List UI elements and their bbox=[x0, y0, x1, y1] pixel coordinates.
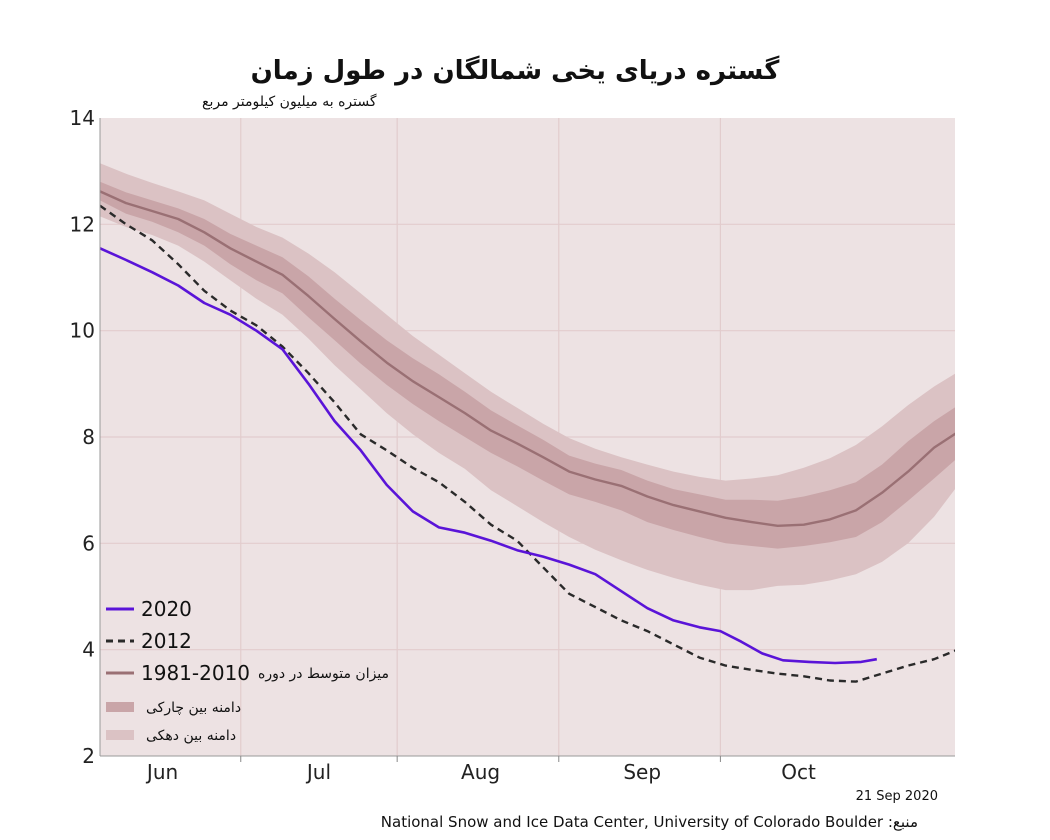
legend-label: 1981-2010 bbox=[141, 661, 250, 685]
y-tick-label: 6 bbox=[82, 531, 95, 555]
legend-swatch bbox=[106, 702, 134, 712]
y-axis-label: گستره به میلیون کیلومتر مربع bbox=[202, 93, 377, 110]
x-tick-label: Oct bbox=[781, 760, 816, 784]
band-area bbox=[100, 181, 955, 549]
legend-extra-label: میزان متوسط در دوره bbox=[258, 666, 389, 682]
legend: 2020 2012 1981-2010 میزان متوسط در دوره دامن… bbox=[106, 597, 389, 744]
series-line-2020 bbox=[100, 247, 878, 665]
chart-title: گستره دریای یخی شمالگان در طول زمان bbox=[251, 55, 781, 86]
y-tick-label: 4 bbox=[82, 638, 95, 662]
axes: 2 4 6 8 10 12 14 Jun Jul Aug Sep Oct bbox=[70, 106, 955, 784]
source-note: National Snow and Ice Data Center, Unive… bbox=[381, 813, 918, 831]
legend-label: دامنه بین دهکی bbox=[146, 728, 236, 744]
y-tick-label: 8 bbox=[82, 425, 95, 449]
y-tick-label: 10 bbox=[70, 319, 95, 343]
x-tick-label: Jul bbox=[305, 760, 331, 784]
date-note: 21 Sep 2020 bbox=[856, 789, 938, 804]
legend-label: 2012 bbox=[141, 629, 192, 653]
x-tick-label: Jun bbox=[145, 760, 178, 784]
series-lines bbox=[100, 190, 955, 683]
x-tick-label: Sep bbox=[623, 760, 661, 784]
bands bbox=[100, 163, 955, 591]
series-line-2012 bbox=[100, 204, 955, 683]
x-tick-label: Aug bbox=[461, 760, 500, 784]
band-area bbox=[100, 163, 955, 591]
legend-swatch bbox=[106, 730, 134, 740]
series-line-1981-2010 bbox=[100, 190, 955, 527]
legend-label: 2020 bbox=[141, 597, 192, 621]
y-tick-label: 14 bbox=[70, 106, 95, 130]
y-tick-label: 12 bbox=[70, 212, 95, 236]
legend-label: دامنه بین چارکی bbox=[146, 700, 241, 716]
y-tick-label: 2 bbox=[82, 744, 95, 768]
